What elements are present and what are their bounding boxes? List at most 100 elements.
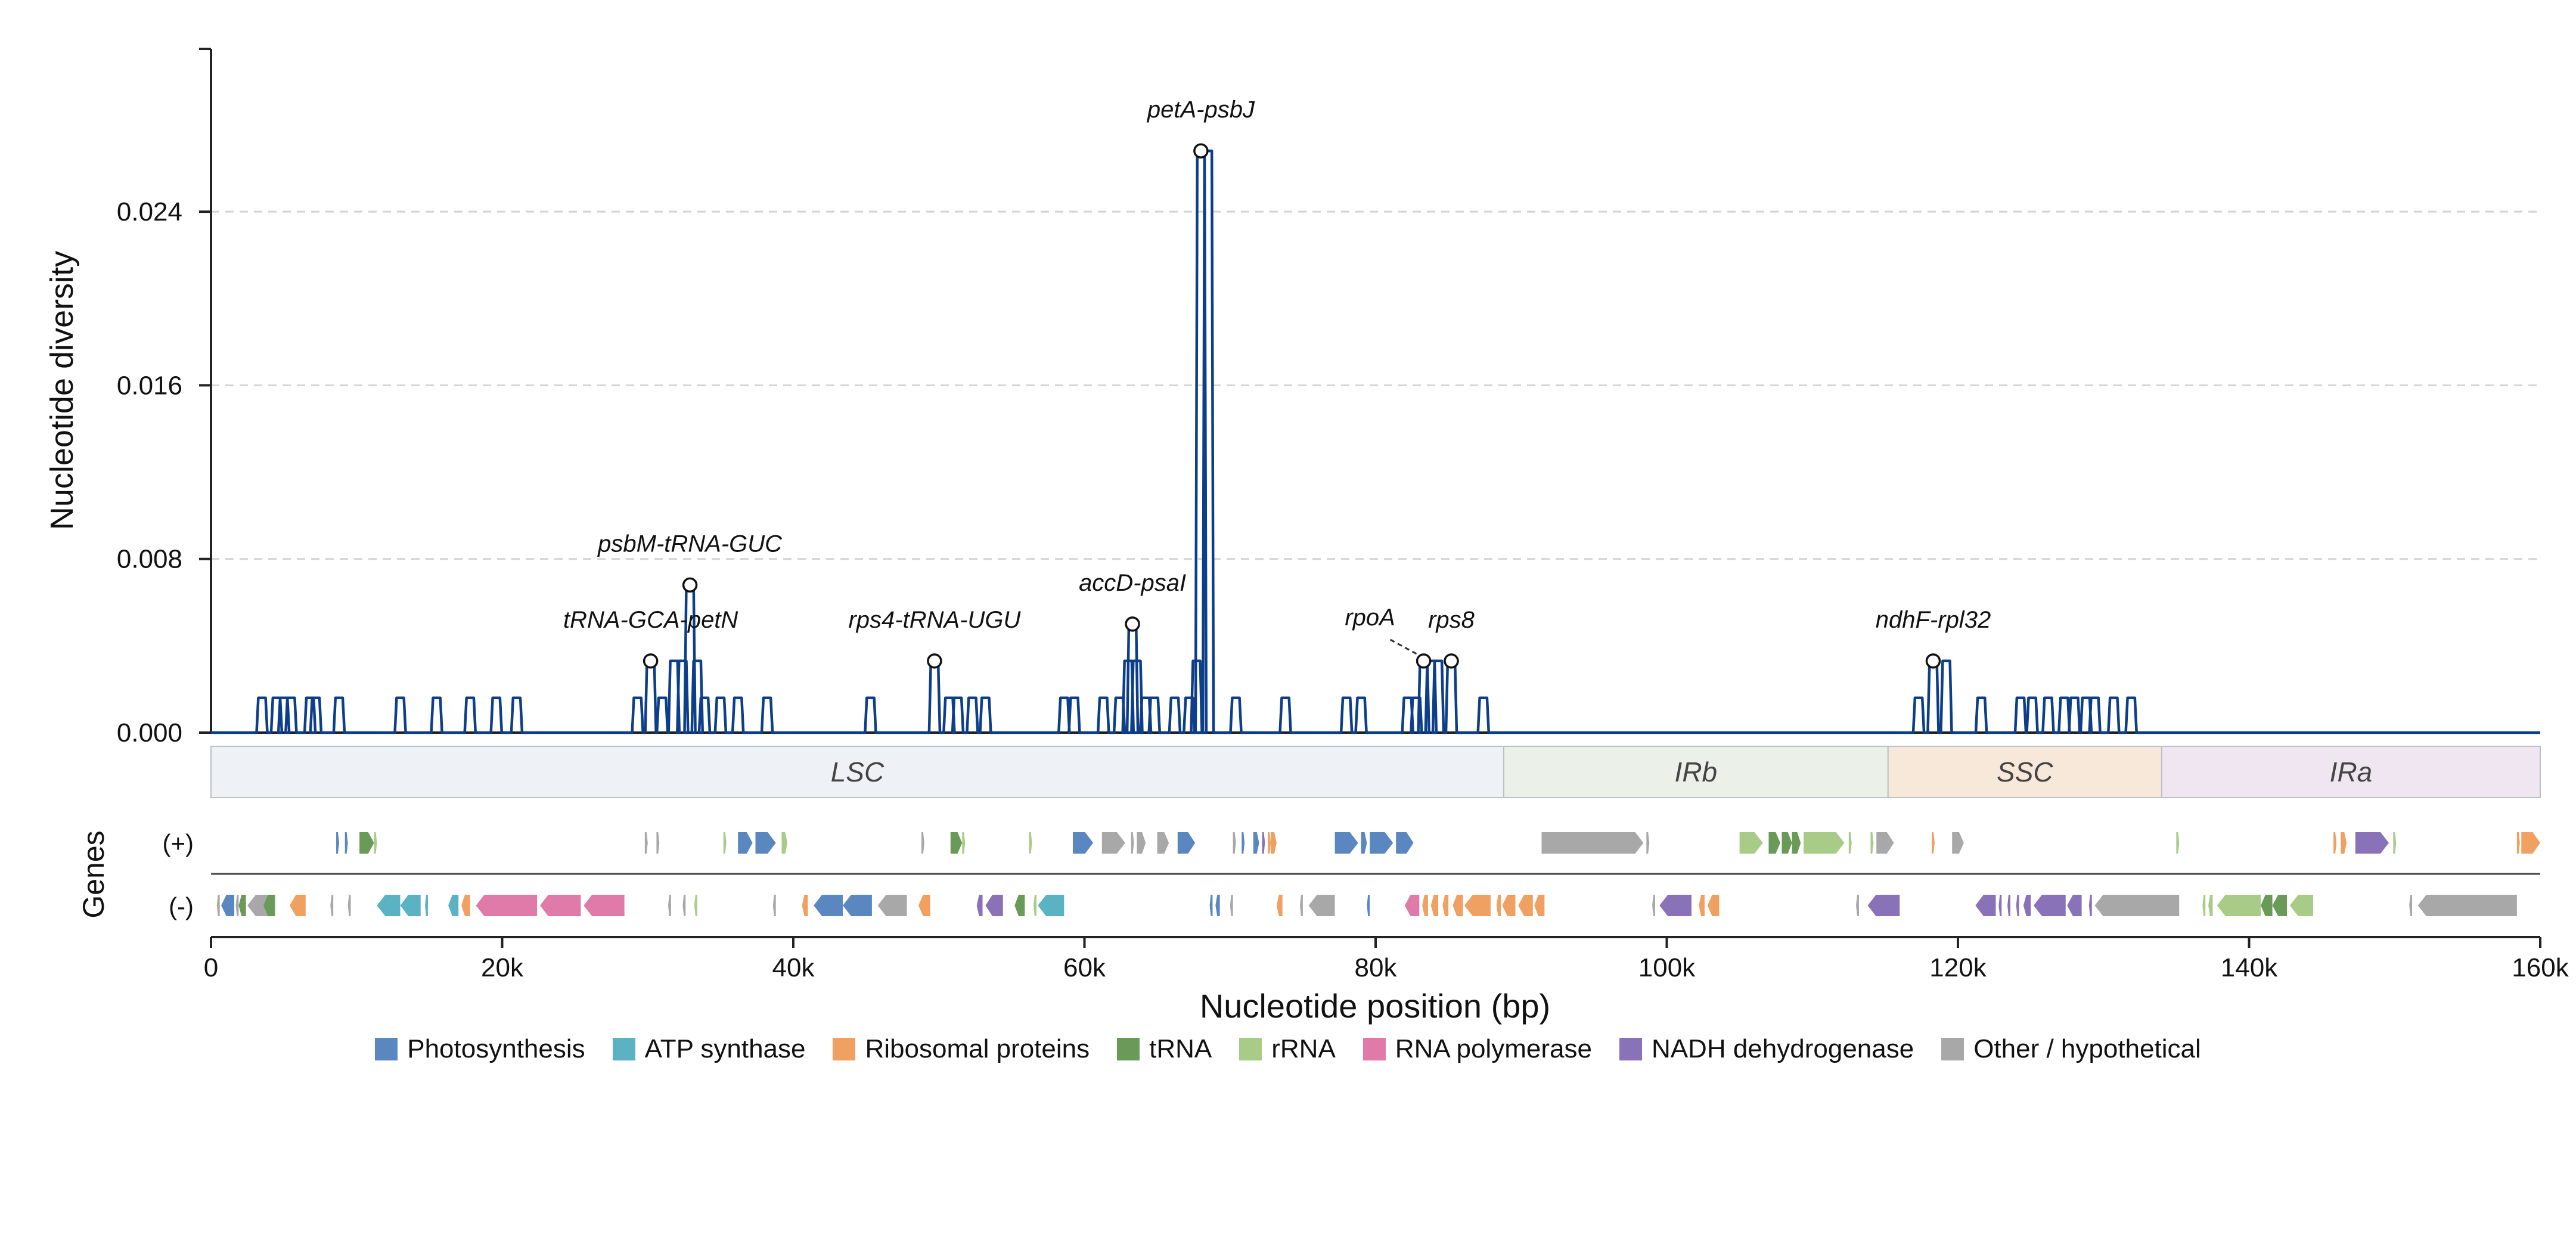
gene-minus-strand bbox=[918, 895, 930, 916]
peak-marker bbox=[1925, 653, 1941, 669]
gene-plus-strand bbox=[1157, 832, 1169, 854]
gene-minus-strand bbox=[814, 895, 843, 916]
gene-minus-strand bbox=[1430, 895, 1439, 916]
gene-minus-strand bbox=[1308, 895, 1335, 916]
gene-plus-strand bbox=[1768, 832, 1781, 854]
gene-minus-strand bbox=[1652, 895, 1655, 916]
gene-minus-strand bbox=[2094, 895, 2180, 916]
gene-plus-strand bbox=[374, 832, 377, 854]
gene-plus-strand bbox=[1262, 832, 1265, 854]
gene-plus-strand bbox=[962, 832, 966, 854]
peak-marker bbox=[1193, 143, 1209, 159]
gene-minus-strand bbox=[668, 895, 671, 916]
x-tick-label: 20k bbox=[481, 953, 524, 982]
peak-label: accD-psaI bbox=[1079, 570, 1186, 596]
gene-minus-strand bbox=[377, 895, 401, 916]
gene-plus-strand bbox=[1646, 832, 1650, 854]
gene-plus-strand bbox=[1131, 832, 1134, 854]
legend-label: Ribosomal proteins bbox=[865, 1034, 1090, 1063]
gene-minus-strand bbox=[2007, 895, 2010, 916]
gene-minus-strand bbox=[1453, 895, 1463, 916]
peak-marker bbox=[1125, 616, 1140, 632]
gene-minus-strand bbox=[540, 895, 581, 916]
gene-minus-strand bbox=[2261, 895, 2273, 916]
gene-plus-strand bbox=[359, 832, 374, 854]
gene-minus-strand bbox=[802, 895, 808, 916]
region-label: IRb bbox=[1675, 756, 1718, 787]
gene-plus-strand bbox=[738, 832, 753, 854]
gene-plus-strand bbox=[950, 832, 963, 854]
gene-minus-strand bbox=[2016, 895, 2019, 916]
gene-plus-strand bbox=[2341, 832, 2347, 854]
gene-minus-strand bbox=[2217, 895, 2261, 916]
gene-minus-strand bbox=[1699, 895, 1705, 916]
gene-minus-strand bbox=[976, 895, 983, 916]
gene-plus-strand bbox=[2355, 832, 2389, 854]
gene-minus-strand bbox=[448, 895, 459, 916]
gene-minus-strand bbox=[238, 895, 246, 916]
gene-minus-strand bbox=[2409, 895, 2413, 916]
gene-minus-strand bbox=[584, 895, 625, 916]
legend-swatch bbox=[1117, 1038, 1140, 1060]
gene-plus-strand bbox=[1253, 832, 1259, 854]
region-label: IRa bbox=[2330, 756, 2373, 787]
gene-plus-strand bbox=[781, 832, 788, 854]
gene-plus-strand bbox=[1952, 832, 1964, 854]
gene-minus-strand bbox=[2088, 895, 2092, 916]
legend-label: tRNA bbox=[1149, 1034, 1212, 1063]
legend-label: Photosynthesis bbox=[407, 1034, 585, 1063]
legend-item: NADH dehydrogenase bbox=[1619, 1034, 1914, 1064]
gene-plus-strand bbox=[1782, 832, 1792, 854]
gene-plus-strand bbox=[1792, 832, 1801, 854]
gene-minus-strand bbox=[1422, 895, 1428, 916]
gene-minus-strand bbox=[772, 895, 776, 916]
gene-plus-strand bbox=[1233, 832, 1236, 854]
gene-plus-strand bbox=[1268, 832, 1271, 854]
peak-annotations: petA-psbJ psbM-tRNA-GUC tRNA-GCA-petN rps4-… bbox=[563, 97, 1991, 669]
gene-plus-strand bbox=[723, 832, 727, 854]
peak-marker bbox=[927, 653, 942, 669]
gene-minus-strand bbox=[2289, 895, 2313, 916]
gene-plus-strand bbox=[1101, 832, 1125, 854]
gene-minus-strand bbox=[2023, 895, 2031, 916]
x-tick-label: 0 bbox=[204, 953, 218, 982]
gene-minus-strand bbox=[1659, 895, 1692, 916]
annotation-leader bbox=[1387, 637, 1417, 655]
gene-minus-strand bbox=[1464, 895, 1491, 916]
x-tick-label: 60k bbox=[1063, 953, 1106, 982]
peak-label: rpoA bbox=[1345, 604, 1395, 631]
gene-plus-strand bbox=[2521, 832, 2540, 854]
peak-marker bbox=[682, 577, 698, 593]
gene-minus-strand bbox=[1518, 895, 1533, 916]
region-ira bbox=[2161, 746, 2541, 798]
gene-minus-strand bbox=[1442, 895, 1449, 916]
gene-plus-strand bbox=[1876, 832, 1894, 854]
gene-minus-strand bbox=[216, 895, 220, 916]
gene-plus-strand bbox=[1242, 832, 1245, 854]
y-tick-label: 0.016 bbox=[117, 371, 182, 400]
gene-minus-strand bbox=[1534, 895, 1545, 916]
region-lsc bbox=[210, 746, 1504, 798]
gene-plus-strand bbox=[1541, 832, 1644, 854]
x-tick-label: 160k bbox=[2512, 953, 2569, 982]
legend-item: Other / hypothetical bbox=[1941, 1034, 2201, 1064]
legend-label: Other / hypothetical bbox=[1973, 1034, 2201, 1063]
gene-plus-strand bbox=[1029, 832, 1032, 854]
genes-track-label: Genes bbox=[77, 830, 110, 918]
legend-swatch bbox=[375, 1038, 398, 1060]
legend-label: ATP synthase bbox=[644, 1034, 806, 1063]
y-tick-label: 0.024 bbox=[117, 197, 182, 227]
legend-item: rRNA bbox=[1239, 1034, 1336, 1064]
gene-plus-strand bbox=[755, 832, 776, 854]
gene-minus-strand bbox=[682, 895, 686, 916]
gene-minus-strand bbox=[985, 895, 1003, 916]
gene-plus-strand bbox=[656, 832, 660, 854]
gene-minus-strand bbox=[1496, 895, 1501, 916]
gene-minus-strand bbox=[400, 895, 421, 916]
peak-label: rps8 bbox=[1428, 607, 1475, 633]
gene-plus-strand bbox=[2333, 832, 2337, 854]
peak-label: petA-psbJ bbox=[1147, 97, 1255, 123]
peak-marker bbox=[1444, 653, 1459, 669]
peak-label: tRNA-GCA-petN bbox=[563, 607, 738, 633]
legend-label: RNA polymerase bbox=[1395, 1034, 1592, 1063]
